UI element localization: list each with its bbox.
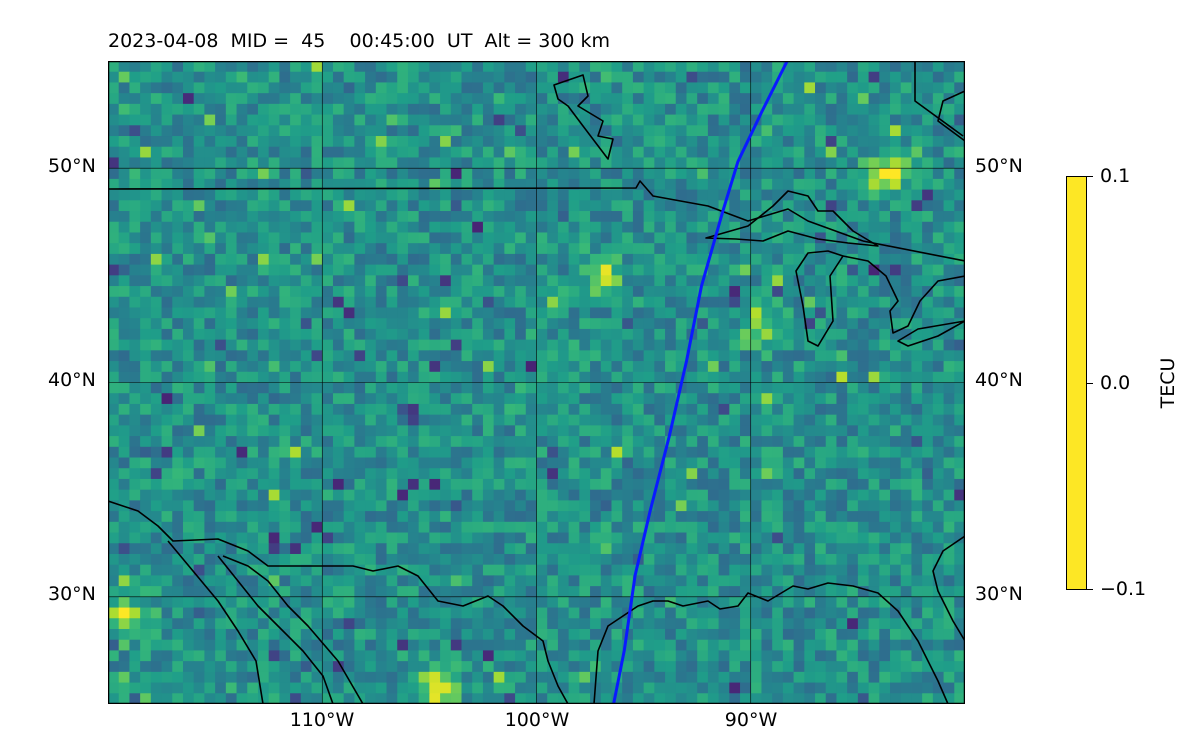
map-border [108,61,965,704]
hudson-bay-coast [914,61,965,142]
colorbar-label-min: −0.1 [1100,578,1147,600]
lake-winnipeg [553,74,614,160]
coastlines-and-borders [108,61,965,704]
colorbar-title: TECU [1157,357,1179,409]
gulf-coast [593,582,949,704]
map-title: 2023-04-08 MID = 45 00:45:00 UT Alt = 30… [108,30,611,52]
lake-huron [842,255,965,334]
mainland-mexico-west [222,555,364,704]
lake-erie [897,320,965,347]
tec-field-layer [108,61,965,704]
us-mexico-border [108,500,569,704]
lake-michigan [795,250,844,347]
colorbar-label-max: 0.1 [1100,165,1131,187]
lon-label-100w: 100°W [504,709,570,731]
us-canada-border-east [862,240,965,262]
colorbar-tick-mid [1087,383,1093,384]
lat-label-40-left: 40°N [48,369,96,391]
lat-label-50-left: 50°N [48,155,96,177]
gulf-of-california [217,555,334,704]
florida-coast [932,535,965,642]
lon-label-90w: 90°W [724,709,778,731]
tec-map [108,61,965,704]
lake-superior [705,190,879,247]
lon-label-110w: 110°W [289,709,355,731]
colorbar-tick-bottom [1087,589,1093,590]
colorbar-label-zero: 0.0 [1100,372,1131,394]
us-canada-border [108,180,864,242]
lat-label-50-right: 50°N [975,155,1023,177]
baja-coast [167,540,264,704]
colorbar-tick-top [1087,176,1093,177]
map-canvas [108,61,965,704]
colorbar [1066,176,1087,590]
lat-label-40-right: 40°N [975,369,1023,391]
lat-label-30-right: 30°N [975,583,1023,605]
lat-label-30-left: 30°N [48,583,96,605]
eclipse-path-line [612,61,789,704]
